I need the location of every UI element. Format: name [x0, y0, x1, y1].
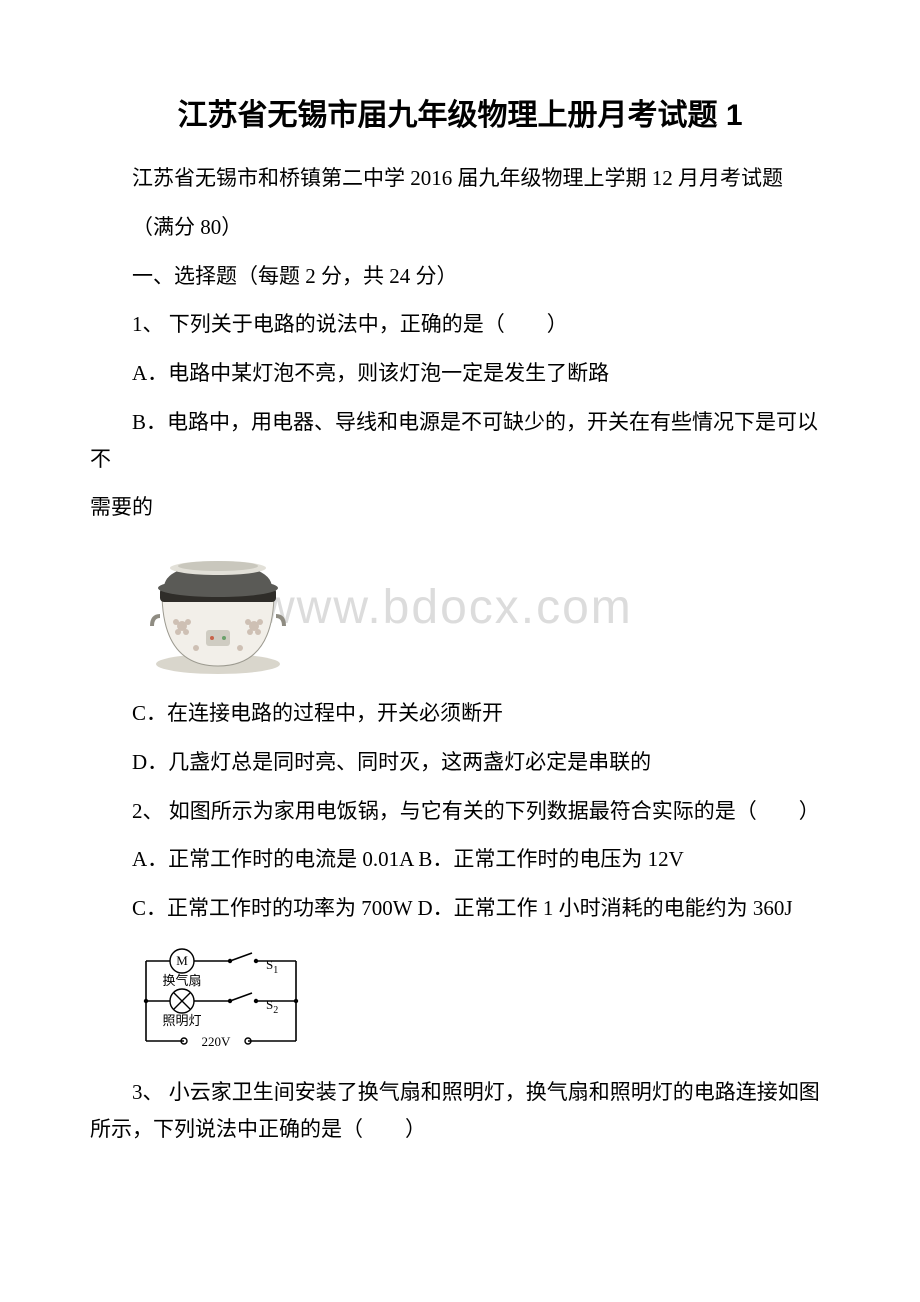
q2-option-ab: A．正常工作时的电流是 0.01A B．正常工作时的电压为 12V — [90, 841, 830, 878]
intro-paragraph: 江苏省无锡市和桥镇第二中学 2016 届九年级物理上学期 12 月月考试题 — [90, 160, 830, 197]
section-heading: 一、选择题（每题 2 分，共 24 分） — [90, 258, 830, 295]
document-body: 江苏省无锡市届九年级物理上册月考试题 1 江苏省无锡市和桥镇第二中学 2016 … — [90, 90, 830, 1147]
q1-option-d: D．几盏灯总是同时亮、同时灭，这两盏灯必定是串联的 — [90, 744, 830, 781]
q1-stem: 1、 下列关于电路的说法中，正确的是（ ） — [90, 306, 830, 343]
rice-cooker-icon — [134, 538, 302, 678]
fan-label: 换气扇 — [162, 973, 201, 988]
q3-stem: 3、 小云家卫生间安装了换气扇和照明灯，换气扇和照明灯的电路连接如图所示，下列说… — [90, 1074, 830, 1148]
q1-option-c: C．在连接电路的过程中，开关必须断开 — [90, 695, 830, 732]
voltage-label: 220V — [202, 1034, 232, 1049]
q1-option-b-cont: 需要的 — [90, 489, 830, 526]
switch-s1-label: S1 — [266, 957, 278, 976]
page-title: 江苏省无锡市届九年级物理上册月考试题 1 — [90, 90, 830, 134]
lamp-label: 照明灯 — [162, 1013, 201, 1028]
circuit-figure: M S1 换气扇 S2 照明灯 220V — [134, 939, 830, 1062]
motor-label: M — [176, 953, 188, 968]
q1-option-b: B．电路中，用电器、导线和电源是不可缺少的，开关在有些情况下是可以不 — [90, 404, 830, 478]
q2-stem: 2、 如图所示为家用电饭锅，与它有关的下列数据最符合实际的是（ ） — [90, 793, 830, 830]
circuit-diagram-icon: M S1 换气扇 S2 照明灯 220V — [134, 939, 309, 1057]
fullmarks-line: （满分 80） — [90, 209, 830, 246]
q1-option-a: A．电路中某灯泡不亮，则该灯泡一定是发生了断路 — [90, 355, 830, 392]
q2-option-cd: C．正常工作时的功率为 700W D．正常工作 1 小时消耗的电能约为 360J — [90, 890, 830, 927]
switch-s2-label: S2 — [266, 997, 278, 1016]
rice-cooker-figure — [134, 538, 830, 683]
